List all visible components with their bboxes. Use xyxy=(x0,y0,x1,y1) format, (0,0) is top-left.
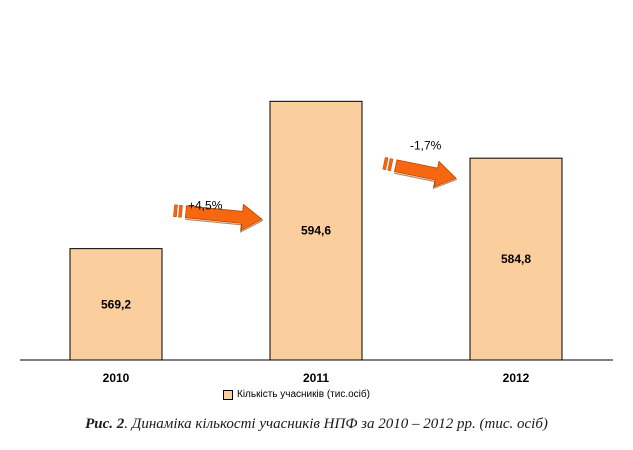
arrow-body xyxy=(394,159,457,188)
x-tick-2011: 2011 xyxy=(303,371,329,385)
bar-2010 xyxy=(69,248,163,361)
data-label-2010: 569,2 xyxy=(101,297,131,311)
caption-text: . Динаміка кількості учасників НПФ за 20… xyxy=(124,416,548,432)
arrow-shadow xyxy=(394,172,458,190)
data-label-2011: 594,6 xyxy=(301,224,331,238)
arrow-stripe xyxy=(387,158,394,172)
legend: Кількість учасників (тис.осіб) xyxy=(223,389,370,400)
bar-chart: 569,2 594,6 584,8 +4,5% -1,7% 2010 2011 2012 xyxy=(20,100,613,385)
legend-label: Кількість учасників (тис.осіб) xyxy=(237,389,370,400)
x-tick-2012: 2012 xyxy=(503,371,530,385)
data-label-2012: 584,8 xyxy=(501,252,531,266)
x-tick-2010: 2010 xyxy=(103,371,130,385)
arrow-stripe xyxy=(382,157,389,171)
bar-2011 xyxy=(269,100,363,361)
bar-2012 xyxy=(469,157,563,361)
caption-prefix: Рис. 2 xyxy=(85,416,125,432)
change-label-2010-2011: +4,5% xyxy=(188,198,223,212)
legend-swatch xyxy=(223,389,233,400)
change-arrow-2010-2011: +4,5% xyxy=(173,198,264,233)
arrow-stripe xyxy=(178,204,183,218)
change-arrow-2011-2012: -1,7% xyxy=(382,138,458,190)
figure-caption: Рис. 2. Динаміка кількості учасників НПФ… xyxy=(0,416,633,433)
change-label-2011-2012: -1,7% xyxy=(410,138,442,152)
arrow-body xyxy=(184,203,263,231)
arrow-shadow xyxy=(185,218,264,233)
arrow-stripe xyxy=(173,204,178,218)
